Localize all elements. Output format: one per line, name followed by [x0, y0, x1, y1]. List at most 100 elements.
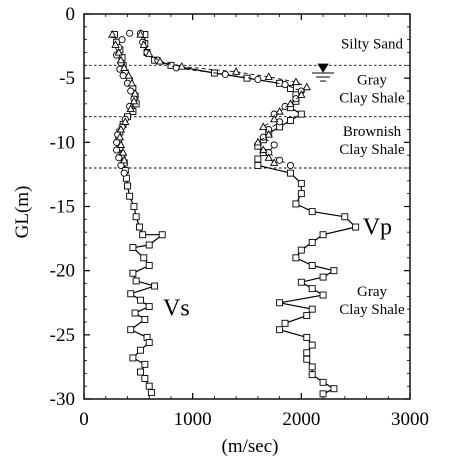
vs-squares-point: [124, 182, 131, 190]
vs-circles-point: [113, 146, 121, 154]
vs-squares-point: [145, 382, 153, 390]
vs-squares-point: [129, 244, 137, 252]
vp-squares-point: [308, 371, 316, 379]
layer-label-silty-sand: Silty Sand: [341, 37, 404, 53]
vp-triangles-point: [270, 114, 279, 123]
vp-squares-point: [319, 273, 327, 281]
series-label-vp: Vp: [363, 215, 392, 241]
vp-triangles-point: [302, 82, 311, 91]
vp-squares-point: [303, 349, 311, 357]
vs-squares-point: [145, 303, 153, 311]
vp-circles-point: [254, 75, 262, 83]
vp-circles-point: [221, 70, 229, 78]
vp-triangles-point: [270, 158, 279, 166]
vp-squares-point: [254, 155, 262, 163]
vp-squares-point: [319, 378, 327, 386]
layer-label-gray-clay-shale-lower: Clay Shale: [339, 302, 405, 318]
vs-circles-point: [127, 87, 135, 95]
vp-squares-point: [303, 355, 311, 363]
series-label-vs: Vs: [163, 296, 190, 322]
vs-triangles-point: [120, 63, 129, 71]
vp-squares-point: [308, 341, 316, 349]
vp-circles-point: [276, 156, 284, 164]
layer-label-brownish-clay-shale: Brownish: [343, 124, 402, 140]
vs-squares-point: [158, 231, 166, 239]
vp-triangles-point: [253, 137, 263, 146]
vs-triangles-point: [118, 148, 128, 156]
vp-squares-point: [341, 213, 349, 221]
vs-triangles-point: [116, 55, 126, 64]
vs-circles-point: [120, 169, 128, 177]
vs-squares-point: [151, 282, 159, 290]
vp-squares-point: [297, 190, 305, 198]
vp-squares-point: [287, 117, 294, 124]
vp-squares-point: [330, 267, 338, 275]
x-tick-label: 0: [79, 409, 89, 430]
vs-triangles-point: [127, 78, 136, 87]
vp-squares-point: [276, 326, 284, 334]
vs-triangles-point: [114, 47, 123, 56]
vp-squares-point: [297, 278, 305, 286]
vs-squares-point: [141, 375, 149, 382]
vp-squares-point: [308, 305, 316, 313]
vp-squares-point: [297, 246, 305, 254]
vp-triangles-point: [291, 77, 301, 86]
vs-squares-point: [147, 389, 155, 397]
vs-triangles-point: [120, 155, 129, 164]
vs-squares-point: [137, 346, 144, 354]
vp-triangles-point: [177, 62, 186, 70]
vs-triangles-point: [124, 71, 133, 79]
vp-circles-point: [281, 81, 289, 89]
vs-squares-point: [137, 296, 144, 304]
vp-squares-point: [308, 238, 316, 246]
vs-squares-point: [127, 290, 135, 298]
vp-squares-point: [352, 223, 360, 231]
layer-label-gray-clay-shale-lower: Gray: [357, 284, 387, 300]
vs-squares-point: [140, 254, 148, 262]
vp-triangles-point: [259, 122, 268, 130]
vp-squares-line: [144, 34, 357, 395]
vs-squares-point: [139, 231, 147, 239]
water-table-triangle: [317, 63, 329, 73]
vs-squares-point: [127, 326, 135, 334]
vs-triangles-point: [108, 29, 117, 38]
x-tick-label: 1000: [174, 409, 212, 430]
vp-squares-point: [276, 299, 284, 307]
vp-squares-point: [287, 169, 294, 177]
vp-triangles-series: [136, 29, 311, 166]
vs-triangles-point: [129, 96, 139, 105]
vs-triangles-point: [115, 132, 125, 141]
water-table-symbol: [312, 63, 335, 82]
vp-circles-point: [292, 95, 300, 103]
vs-squares-point: [126, 192, 134, 200]
vs-triangles-point: [121, 117, 130, 125]
vp-triangles-point: [264, 153, 273, 161]
vp-triangles-point: [286, 99, 295, 107]
vs-squares-point: [145, 241, 153, 249]
y-axis-label: GL(m): [12, 186, 33, 239]
vp-squares-point: [287, 84, 294, 92]
vs-triangles-point: [130, 89, 140, 97]
vs-triangles-point: [126, 104, 135, 113]
vs-triangles-point: [111, 40, 120, 48]
vs-squares-series: [110, 31, 166, 397]
vp-triangles-point: [231, 67, 241, 75]
vp-squares-series: [141, 31, 360, 398]
vp-triangles-point: [155, 56, 165, 65]
vp-circles-point: [286, 161, 295, 169]
vs-squares-point: [130, 203, 138, 210]
vs-triangles-series: [108, 29, 140, 164]
vp-squares-point: [297, 179, 305, 187]
vs-circles-point: [115, 154, 123, 162]
vs-squares-point: [132, 277, 140, 285]
vp-triangles-point: [264, 130, 273, 138]
vp-squares-point: [308, 262, 316, 269]
vs-squares-point: [137, 368, 144, 376]
vp-circles-series: [136, 29, 305, 169]
vp-triangles-point: [139, 40, 148, 48]
vp-squares-point: [330, 385, 338, 393]
x-tick-label: 2000: [282, 409, 320, 430]
vs-squares-point: [145, 262, 153, 269]
vp-triangles-point: [264, 72, 273, 80]
